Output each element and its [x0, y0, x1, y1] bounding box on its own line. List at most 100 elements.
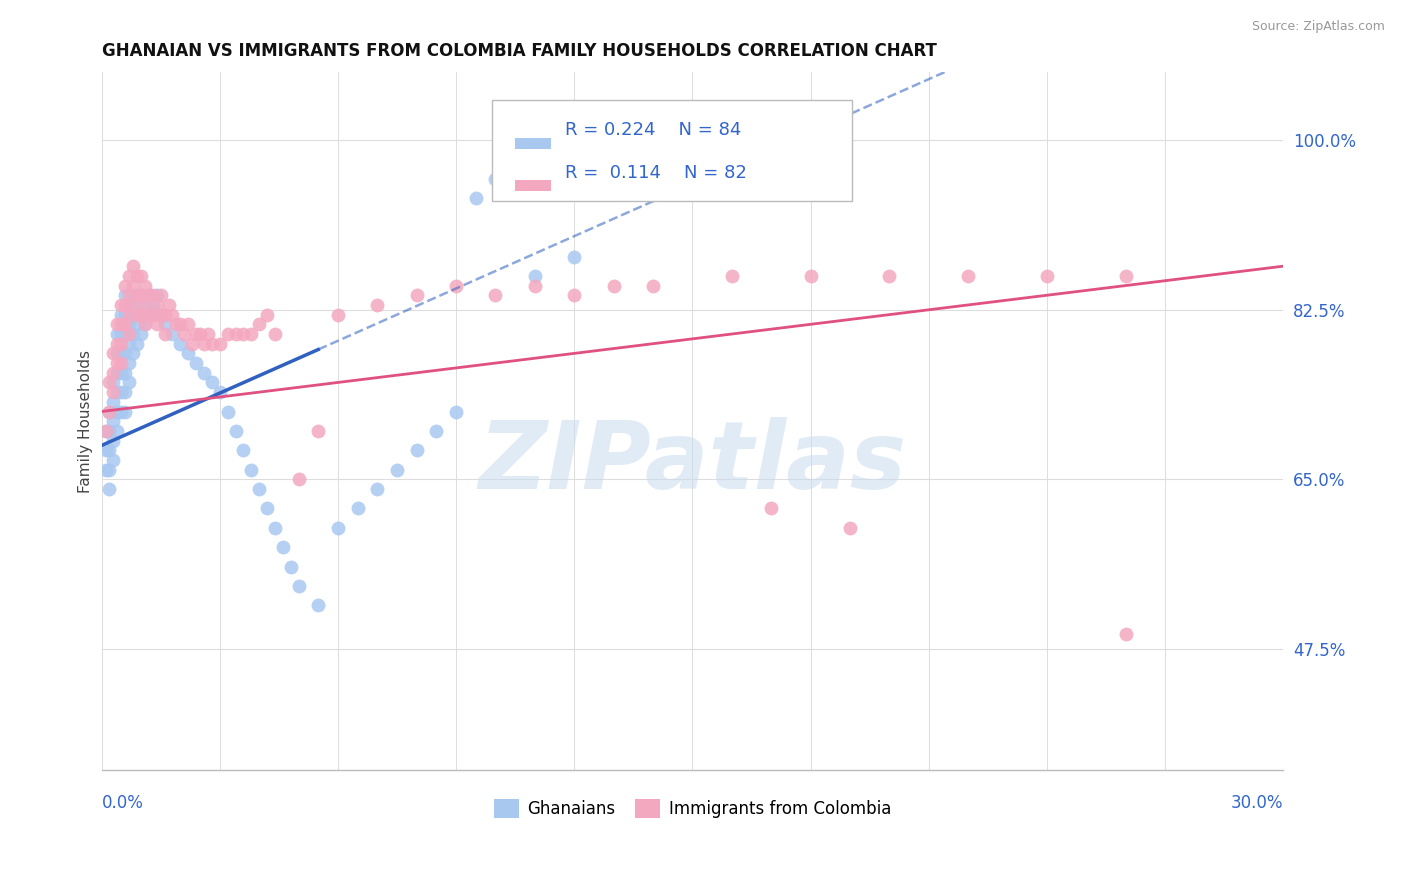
Text: R =  0.114    N = 82: R = 0.114 N = 82	[565, 163, 747, 182]
Point	[271, 540, 294, 554]
Point	[114, 288, 136, 302]
FancyBboxPatch shape	[515, 137, 551, 149]
Point	[184, 356, 207, 370]
Point	[217, 326, 239, 341]
Point	[103, 453, 125, 467]
Point	[114, 298, 136, 312]
Point	[118, 376, 141, 390]
Point	[114, 278, 136, 293]
Point	[145, 318, 167, 332]
Point	[134, 278, 156, 293]
Text: 0.0%: 0.0%	[101, 794, 143, 813]
Point	[134, 318, 156, 332]
Point	[114, 318, 136, 332]
Point	[105, 404, 128, 418]
Point	[157, 298, 180, 312]
Point	[346, 501, 368, 516]
Point	[162, 326, 184, 341]
Point	[129, 268, 152, 283]
Point	[385, 463, 408, 477]
Point	[193, 366, 215, 380]
Point	[484, 288, 506, 302]
Point	[838, 521, 860, 535]
Point	[129, 308, 152, 322]
Point	[602, 278, 624, 293]
Point	[118, 356, 141, 370]
Point	[98, 463, 121, 477]
Text: ZIPatlas: ZIPatlas	[478, 417, 907, 509]
Point	[105, 336, 128, 351]
Point	[405, 443, 427, 458]
Point	[125, 308, 148, 322]
Point	[129, 326, 152, 341]
Point	[562, 288, 585, 302]
Point	[145, 288, 167, 302]
Point	[105, 326, 128, 341]
Point	[105, 424, 128, 438]
Point	[464, 191, 486, 205]
Point	[641, 278, 664, 293]
Point	[103, 414, 125, 428]
Point	[114, 366, 136, 380]
Point	[247, 482, 270, 496]
Point	[264, 326, 287, 341]
Point	[326, 521, 349, 535]
Point	[280, 559, 302, 574]
Point	[114, 308, 136, 322]
Point	[142, 288, 165, 302]
Point	[110, 336, 132, 351]
Point	[110, 404, 132, 418]
Point	[307, 424, 329, 438]
Point	[122, 288, 145, 302]
Point	[134, 298, 156, 312]
Point	[122, 308, 145, 322]
Point	[103, 385, 125, 400]
Y-axis label: Family Households: Family Households	[79, 350, 93, 492]
Point	[110, 346, 132, 360]
Point	[125, 268, 148, 283]
Point	[366, 298, 388, 312]
Point	[94, 424, 117, 438]
Point	[134, 318, 156, 332]
Point	[103, 346, 125, 360]
Point	[1115, 627, 1137, 641]
Point	[129, 308, 152, 322]
Point	[105, 346, 128, 360]
FancyBboxPatch shape	[492, 100, 852, 202]
Point	[799, 268, 821, 283]
Point	[405, 288, 427, 302]
Point	[110, 366, 132, 380]
Point	[142, 298, 165, 312]
Point	[142, 308, 165, 322]
Point	[208, 336, 231, 351]
Point	[98, 404, 121, 418]
Text: GHANAIAN VS IMMIGRANTS FROM COLOMBIA FAMILY HOUSEHOLDS CORRELATION CHART: GHANAIAN VS IMMIGRANTS FROM COLOMBIA FAM…	[101, 42, 936, 60]
Point	[103, 366, 125, 380]
Point	[173, 326, 195, 341]
Point	[118, 326, 141, 341]
Point	[957, 268, 980, 283]
Point	[444, 278, 467, 293]
Point	[759, 501, 782, 516]
Point	[149, 308, 172, 322]
Point	[188, 326, 211, 341]
Point	[125, 336, 148, 351]
Point	[110, 326, 132, 341]
Point	[287, 472, 309, 486]
Point	[225, 424, 247, 438]
Point	[225, 326, 247, 341]
Point	[138, 308, 160, 322]
Legend: Ghanaians, Immigrants from Colombia: Ghanaians, Immigrants from Colombia	[486, 792, 897, 824]
Point	[247, 318, 270, 332]
Point	[134, 298, 156, 312]
Point	[240, 326, 263, 341]
Point	[326, 308, 349, 322]
Point	[193, 336, 215, 351]
Point	[232, 326, 254, 341]
Point	[153, 318, 176, 332]
Point	[98, 424, 121, 438]
Point	[129, 288, 152, 302]
Point	[114, 385, 136, 400]
Point	[98, 376, 121, 390]
Point	[217, 404, 239, 418]
